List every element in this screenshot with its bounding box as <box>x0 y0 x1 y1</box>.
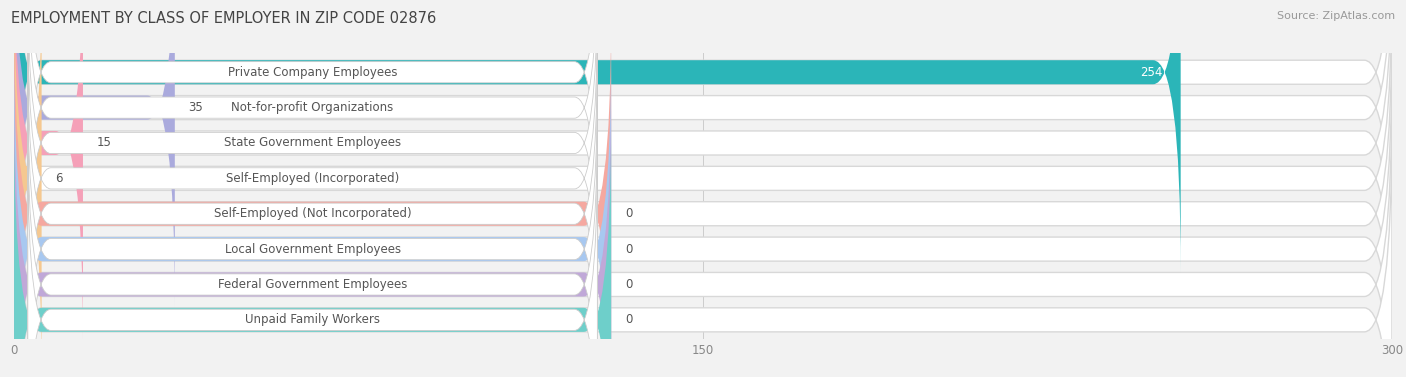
FancyBboxPatch shape <box>14 49 612 377</box>
FancyBboxPatch shape <box>14 120 1392 377</box>
FancyBboxPatch shape <box>14 0 1392 377</box>
FancyBboxPatch shape <box>28 0 598 274</box>
FancyBboxPatch shape <box>28 83 598 377</box>
Text: 254: 254 <box>1140 66 1163 79</box>
Text: Self-Employed (Not Incorporated): Self-Employed (Not Incorporated) <box>214 207 412 220</box>
FancyBboxPatch shape <box>28 118 598 377</box>
FancyBboxPatch shape <box>28 0 598 239</box>
FancyBboxPatch shape <box>14 0 42 377</box>
Text: 0: 0 <box>624 242 633 256</box>
FancyBboxPatch shape <box>14 0 1392 308</box>
FancyBboxPatch shape <box>28 48 598 377</box>
Text: 0: 0 <box>624 207 633 220</box>
Text: 0: 0 <box>624 278 633 291</box>
FancyBboxPatch shape <box>14 84 612 377</box>
Text: Unpaid Family Workers: Unpaid Family Workers <box>245 313 380 326</box>
Text: 15: 15 <box>97 136 111 150</box>
FancyBboxPatch shape <box>14 0 1392 273</box>
FancyBboxPatch shape <box>14 49 1392 377</box>
FancyBboxPatch shape <box>14 14 1392 377</box>
FancyBboxPatch shape <box>14 0 83 343</box>
Text: Local Government Employees: Local Government Employees <box>225 242 401 256</box>
FancyBboxPatch shape <box>14 84 1392 377</box>
Text: 35: 35 <box>188 101 204 114</box>
Text: Not-for-profit Organizations: Not-for-profit Organizations <box>232 101 394 114</box>
Text: State Government Employees: State Government Employees <box>224 136 401 150</box>
Text: 6: 6 <box>55 172 63 185</box>
Text: EMPLOYMENT BY CLASS OF EMPLOYER IN ZIP CODE 02876: EMPLOYMENT BY CLASS OF EMPLOYER IN ZIP C… <box>11 11 436 26</box>
FancyBboxPatch shape <box>28 0 598 309</box>
Text: Federal Government Employees: Federal Government Employees <box>218 278 408 291</box>
FancyBboxPatch shape <box>14 0 1392 343</box>
FancyBboxPatch shape <box>14 0 1181 273</box>
Text: Private Company Employees: Private Company Employees <box>228 66 398 79</box>
Text: 0: 0 <box>624 313 633 326</box>
Text: Self-Employed (Incorporated): Self-Employed (Incorporated) <box>226 172 399 185</box>
FancyBboxPatch shape <box>14 0 174 308</box>
FancyBboxPatch shape <box>28 12 598 345</box>
FancyBboxPatch shape <box>14 120 612 377</box>
FancyBboxPatch shape <box>14 14 612 377</box>
FancyBboxPatch shape <box>28 153 598 377</box>
Text: Source: ZipAtlas.com: Source: ZipAtlas.com <box>1277 11 1395 21</box>
